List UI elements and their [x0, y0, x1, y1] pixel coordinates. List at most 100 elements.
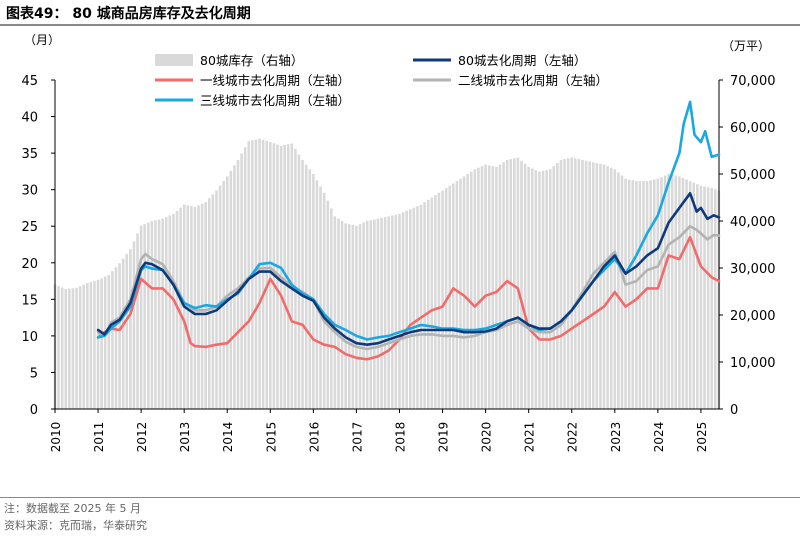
- inventory-bar: [100, 278, 103, 409]
- inventory-bar: [132, 241, 136, 409]
- inventory-bar: [154, 220, 157, 409]
- inventory-bar: [408, 209, 412, 409]
- inventory-bar: [78, 286, 82, 409]
- inventory-bar: [652, 179, 656, 409]
- inventory-bar: [480, 166, 484, 409]
- inventory-bar: [477, 167, 480, 409]
- inventory-bar: [358, 224, 362, 409]
- inventory-bar: [595, 163, 599, 409]
- inventory-bar: [286, 144, 290, 409]
- inventory-bar: [136, 233, 139, 409]
- inventory-bar: [530, 168, 534, 409]
- x-tick-label: 2025: [695, 422, 709, 453]
- inventory-bar: [523, 163, 527, 409]
- inventory-bar: [111, 271, 114, 409]
- inventory-bar: [103, 276, 107, 409]
- inventory-bar: [118, 263, 121, 409]
- inventory-bar: [713, 189, 717, 409]
- inventory-bar: [487, 165, 491, 409]
- inventory-bar: [308, 169, 312, 409]
- inventory-bar: [265, 140, 269, 409]
- inventory-bar: [150, 221, 154, 409]
- inventory-bar: [179, 207, 182, 409]
- inventory-bar: [211, 194, 215, 409]
- legend: 80城库存（右轴） 80城去化周期（左轴） 一线城市去化周期（左轴） 二线城市去化周期…: [155, 53, 608, 108]
- inventory-bar: [355, 225, 358, 409]
- title-divider: [0, 24, 800, 26]
- x-tick-label: 2018: [393, 422, 407, 453]
- inventory-bar: [426, 199, 430, 409]
- inventory-bar: [678, 176, 681, 409]
- inventory-bar: [139, 225, 143, 409]
- inventory-bar: [107, 275, 111, 409]
- series-line-city80: [96, 192, 721, 346]
- inventory-bar: [333, 216, 337, 409]
- x-tick-label: 2020: [480, 422, 494, 453]
- inventory-bar: [365, 221, 369, 409]
- x-tick-label: 2011: [92, 422, 106, 453]
- inventory-bar: [412, 207, 416, 409]
- left-tick-label: 30: [21, 184, 38, 199]
- inventory-bar: [326, 200, 330, 409]
- left-tick-label: 0: [30, 403, 38, 418]
- inventory-bar: [516, 157, 520, 409]
- inventory-bar: [233, 165, 236, 409]
- inventory-bar: [624, 178, 627, 409]
- inventory-bar: [620, 175, 624, 409]
- chart-title: 图表49： 80 城商品房库存及去化周期: [6, 6, 251, 22]
- inventory-bar: [394, 214, 398, 409]
- inventory-bar: [513, 158, 516, 409]
- inventory-bar: [93, 280, 96, 409]
- left-tick-label: 35: [21, 147, 38, 162]
- inventory-bar: [631, 180, 635, 409]
- legend-label: 一线城市去化周期（左轴）: [200, 73, 350, 88]
- inventory-bar: [186, 205, 190, 409]
- inventory-bar: [520, 160, 523, 409]
- inventory-bar: [491, 166, 495, 409]
- inventory-bar: [125, 253, 129, 409]
- inventory-bar: [667, 174, 670, 409]
- inventory-bar: [559, 159, 563, 409]
- inventory-bar: [96, 279, 100, 409]
- inventory-bar: [322, 192, 326, 409]
- inventory-bar: [82, 284, 85, 409]
- footnote: 注：数据截至 2025 年 5 月: [4, 502, 141, 515]
- inventory-bar: [462, 176, 466, 409]
- inventory-bar: [627, 179, 631, 409]
- inventory-bar: [577, 159, 581, 409]
- x-tick-label: 2022: [566, 422, 580, 453]
- legend-swatch-inventory: [155, 54, 193, 66]
- inventory-bar: [208, 198, 211, 409]
- axes: 051015202530354045010,00020,00030,00040,…: [21, 74, 775, 452]
- inventory-bar: [68, 288, 71, 409]
- inventory-bar: [699, 185, 703, 409]
- inventory-bar: [696, 184, 699, 409]
- inventory-bar: [243, 147, 247, 409]
- inventory-bar: [337, 218, 340, 409]
- inventory-bar: [570, 157, 574, 409]
- inventory-bar: [452, 183, 455, 409]
- legend-label: 三线城市去化周期（左轴）: [200, 93, 350, 108]
- inventory-bar: [581, 159, 584, 409]
- inventory-bar: [441, 190, 444, 409]
- inventory-bars: [53, 138, 721, 410]
- inventory-bar: [222, 181, 225, 409]
- left-tick-label: 5: [30, 366, 38, 381]
- inventory-bar: [405, 210, 408, 409]
- right-tick-label: 30,000: [730, 262, 776, 277]
- left-tick-label: 10: [21, 330, 38, 345]
- inventory-bar: [60, 287, 64, 409]
- inventory-bar: [660, 177, 663, 409]
- inventory-bar: [484, 164, 487, 409]
- inventory-bar: [466, 174, 469, 409]
- inventory-bar: [591, 162, 595, 409]
- inventory-bar: [75, 287, 78, 409]
- inventory-bar: [89, 281, 93, 409]
- left-axis-unit: （月）: [24, 33, 61, 47]
- x-tick-label: 2024: [652, 422, 666, 453]
- x-tick-label: 2010: [49, 422, 63, 453]
- series-line-tier3: [96, 100, 721, 341]
- right-tick-label: 60,000: [730, 121, 776, 136]
- right-tick-label: 40,000: [730, 215, 776, 230]
- inventory-bar: [437, 192, 441, 409]
